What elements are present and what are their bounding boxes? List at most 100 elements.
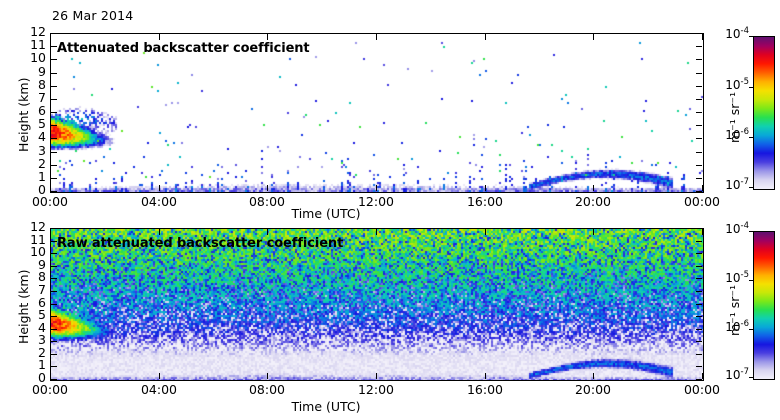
panel-title-attenuated: Attenuated backscatter coefficient [57, 41, 310, 56]
y-tick [51, 191, 57, 192]
y-tick-label: 11 [30, 232, 46, 247]
y-tick-label: 1 [38, 357, 46, 372]
colorbar-tick-label: 10-4 [725, 26, 749, 41]
y-tick [51, 59, 57, 60]
colorbar-tick-label: 10-4 [725, 221, 749, 236]
panel-raw-attenuated-backscatter [50, 228, 704, 381]
y-tick [696, 73, 702, 74]
x-tick [593, 34, 594, 40]
colorbar-tick [749, 329, 753, 330]
y-tick [696, 366, 702, 367]
y-tick [696, 278, 702, 279]
y-tick [696, 253, 702, 254]
colorbar-tick-label: 10-7 [725, 177, 749, 192]
y-tick [696, 112, 702, 113]
x-tick [702, 373, 703, 379]
x-tick [267, 185, 268, 191]
y-tick-label: 1 [38, 169, 46, 184]
y-tick-label: 9 [38, 64, 46, 79]
x-tick-label: 12:00 [357, 194, 395, 209]
colorbar-tick-label: 10-5 [725, 77, 749, 92]
colorbar-tick-label: 10-7 [725, 367, 749, 382]
x-tick-label: 04:00 [140, 194, 178, 209]
y-tick [51, 73, 57, 74]
y-tick-label: 2 [38, 156, 46, 171]
y-tick [696, 59, 702, 60]
colorbar-top [753, 36, 775, 190]
y-tick-label: 0 [38, 370, 46, 385]
y-tick [51, 165, 57, 166]
y-tick-label: 4 [38, 129, 46, 144]
y-tick [696, 228, 702, 229]
y-tick-label: 2 [38, 345, 46, 360]
y-tick [51, 33, 57, 34]
x-tick [376, 34, 377, 40]
y-tick-label: 4 [38, 320, 46, 335]
x-tick [50, 34, 51, 40]
x-tick [593, 373, 594, 379]
y-tick [51, 178, 57, 179]
y-tick-label: 12 [30, 24, 46, 39]
y-tick [51, 366, 57, 367]
y-tick-label: 6 [38, 295, 46, 310]
x-tick [159, 34, 160, 40]
panel-attenuated-backscatter [50, 33, 704, 193]
y-tick [696, 329, 702, 330]
y-tick [696, 191, 702, 192]
y-tick [696, 379, 702, 380]
y-tick [696, 86, 702, 87]
attenuated-backscatter-heatmap [51, 34, 703, 192]
x-tick [485, 185, 486, 191]
y-tick [696, 341, 702, 342]
x-tick-label: 20:00 [574, 194, 612, 209]
y-tick-label: 10 [30, 50, 46, 65]
y-tick [51, 304, 57, 305]
y-tick [51, 341, 57, 342]
x-tick-label: 00:00 [31, 194, 69, 209]
y-tick-label: 5 [38, 307, 46, 322]
panel-title-raw: Raw attenuated backscatter coefficient [57, 236, 344, 251]
y-tick [51, 253, 57, 254]
x-tick-label: 08:00 [248, 382, 286, 397]
y-tick [696, 152, 702, 153]
y-tick [696, 46, 702, 47]
y-tick [51, 112, 57, 113]
colorbar-tick [749, 280, 753, 281]
colorbar-bottom [753, 231, 775, 380]
y-tick [51, 278, 57, 279]
x-tick-label: 00:00 [31, 382, 69, 397]
y-tick-label: 7 [38, 282, 46, 297]
y-tick [51, 329, 57, 330]
y-tick [51, 125, 57, 126]
y-tick [51, 379, 57, 380]
y-tick [51, 354, 57, 355]
colorbar-tick-label: 10-5 [725, 270, 749, 285]
y-tick [696, 241, 702, 242]
x-tick [485, 34, 486, 40]
x-tick-label: 16:00 [466, 194, 504, 209]
colorbar-tick [749, 87, 753, 88]
x-tick-label: 00:00 [683, 194, 721, 209]
x-tick [702, 34, 703, 40]
y-tick-label: 12 [30, 219, 46, 234]
y-tick-label: 6 [38, 103, 46, 118]
x-axis-title-bottom: Time (UTC) [291, 399, 361, 414]
x-tick [159, 373, 160, 379]
y-tick-label: 11 [30, 37, 46, 52]
y-tick [696, 165, 702, 166]
colorbar-gradient-top [754, 37, 774, 189]
x-tick [702, 185, 703, 191]
y-tick [51, 99, 57, 100]
y-tick [51, 86, 57, 87]
x-tick [485, 373, 486, 379]
raw-attenuated-backscatter-heatmap [51, 229, 703, 380]
y-tick-label: 8 [38, 77, 46, 92]
y-tick [51, 316, 57, 317]
x-tick [376, 373, 377, 379]
y-tick [51, 291, 57, 292]
y-tick [696, 316, 702, 317]
y-tick [696, 354, 702, 355]
y-tick [51, 241, 57, 242]
y-tick-label: 0 [38, 182, 46, 197]
